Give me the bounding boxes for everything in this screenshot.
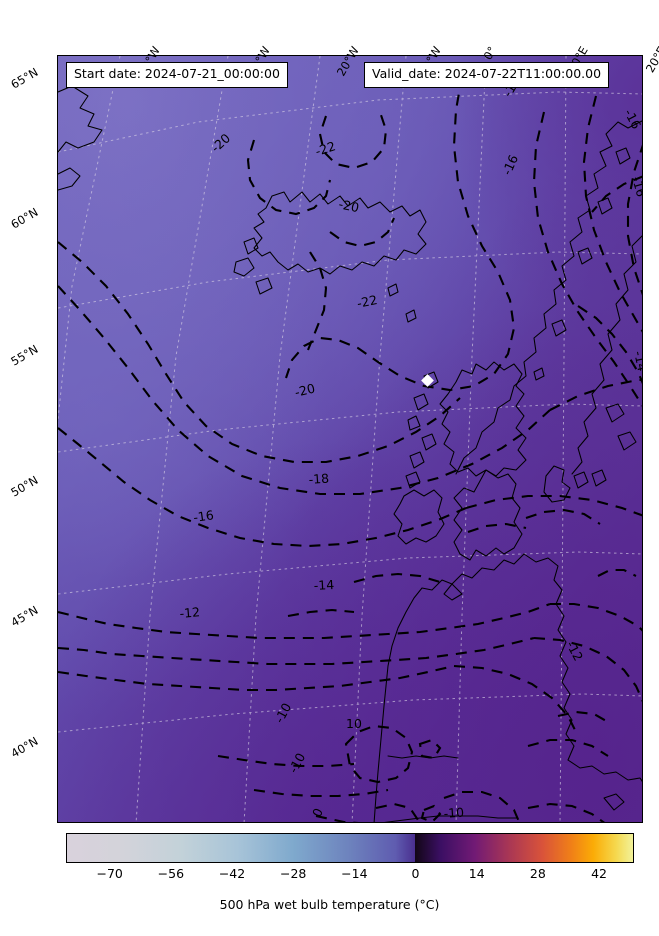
contour-label: -22: [356, 292, 379, 311]
colorbar-tick: −28: [279, 866, 307, 881]
contour-label: -12: [179, 604, 201, 621]
start-date-box: Start date: 2024-07-21_00:00:00: [66, 62, 288, 88]
contour-label: -18: [308, 471, 329, 487]
lat-label-40n: 40°N: [8, 733, 41, 761]
colorbar-label: 500 hPa wet bulb temperature (°C): [219, 897, 440, 912]
colorbar[interactable]: [66, 833, 634, 863]
contour-label: -20: [337, 196, 360, 215]
colorbar-tick: −70: [96, 866, 123, 881]
colorbar-tick: 28: [529, 866, 546, 881]
contour-label: -20: [293, 380, 316, 400]
temperature-contours: [58, 75, 642, 822]
lat-label-65n: 65°N: [8, 64, 41, 92]
contour-label: -16: [192, 507, 214, 525]
contour-label: -14: [313, 577, 334, 593]
contour-label: -10: [443, 805, 464, 821]
temperature-field: [58, 56, 642, 822]
map-plot-area[interactable]: -20 -22 -20 -22 -20 -18 -16 -14 -12 -12 …: [57, 55, 643, 823]
colorbar-tick: −42: [218, 866, 246, 881]
valid-date-box: Valid_date: 2024-07-22T11:00:00.00: [364, 62, 610, 88]
coastlines: [58, 85, 642, 822]
colorbar-ticks: −70 −56 −42 −28 −14 0 14 28 42: [66, 866, 634, 884]
lat-label-45n: 45°N: [8, 602, 41, 630]
lat-label-60n: 60°N: [8, 204, 41, 232]
colorbar-gradient: [66, 833, 634, 863]
colorbar-tick: 42: [591, 866, 607, 881]
colorbar-tick: 0: [411, 866, 420, 881]
contour-label: 10: [346, 716, 362, 731]
colorbar-tick: −56: [157, 866, 185, 881]
lat-label-55n: 55°N: [8, 341, 41, 369]
lat-label-50n: 50°N: [8, 472, 41, 500]
colorbar-tick: 14: [468, 866, 485, 881]
station-marker[interactable]: [421, 374, 434, 387]
graticule: [58, 56, 642, 822]
map-svg: -20 -22 -20 -22 -20 -18 -16 -14 -12 -12 …: [58, 56, 643, 822]
colorbar-tick: −14: [341, 866, 368, 881]
lon-label-20e: 20°E: [642, 44, 659, 75]
contour-label: -22: [313, 138, 337, 159]
contour-label: -14: [631, 350, 643, 373]
